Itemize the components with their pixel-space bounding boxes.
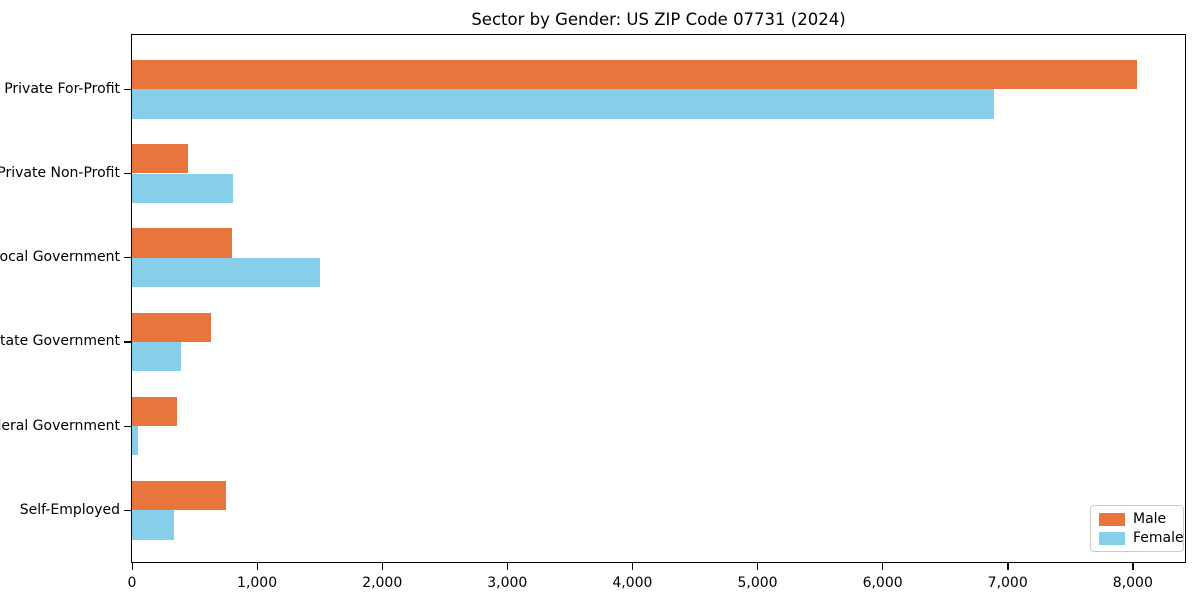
- x-tick-label-8000: 8,000: [1112, 575, 1153, 591]
- x-tick-3000: [506, 563, 509, 570]
- x-tick-label-7000: 7,000: [987, 575, 1028, 591]
- y-axis-label-state-government: State Government: [0, 333, 120, 350]
- y-tick-state-government: [124, 341, 131, 343]
- x-tick-label-6000: 6,000: [862, 575, 903, 591]
- legend-label-female: Female: [1133, 530, 1184, 546]
- bar-female-state-government: [132, 341, 181, 372]
- bar-male-self-employed: [132, 480, 226, 511]
- legend-label-male: Male: [1133, 511, 1167, 527]
- bar-female-local-government: [132, 257, 320, 288]
- legend: Male Female: [1090, 505, 1184, 552]
- x-tick-1000: [256, 563, 258, 570]
- bar-female-self-employed: [132, 510, 174, 540]
- y-tick-private-non-profit: [124, 173, 131, 175]
- x-tick-label-0: 0: [127, 575, 137, 591]
- x-tick-label-4000: 4,000: [612, 575, 653, 591]
- bar-female-private-for-profit: [132, 89, 994, 119]
- y-tick-private-for-profit: [124, 88, 131, 91]
- x-tick-6000: [882, 563, 884, 570]
- x-tick-0: [131, 563, 133, 570]
- x-tick-4000: [631, 563, 634, 570]
- y-axis-label-self-employed: Self-Employed: [19, 501, 120, 518]
- y-axis-label-private-non-profit: Private Non-Profit: [0, 165, 120, 181]
- x-tick-8000: [1132, 563, 1134, 570]
- y-tick-local-government: [124, 257, 131, 259]
- legend-swatch-female: [1099, 531, 1125, 545]
- bar-female-private-non-profit: [132, 173, 234, 203]
- y-axis-label-local-government: Local Government: [0, 249, 120, 266]
- x-tick-label-1000: 1,000: [237, 575, 278, 591]
- legend-swatch-male: [1099, 512, 1125, 526]
- x-tick-5000: [757, 563, 759, 570]
- x-tick-label-3000: 3,000: [487, 575, 528, 591]
- bar-male-federal-government: [132, 396, 178, 427]
- chart-title: Sector by Gender: US ZIP Code 07731 (202…: [471, 10, 846, 29]
- bar-female-federal-government: [132, 426, 138, 456]
- y-tick-federal-government: [124, 425, 131, 427]
- bar-male-state-government: [132, 312, 211, 342]
- y-tick-self-employed: [124, 509, 131, 512]
- x-tick-label-5000: 5,000: [737, 575, 778, 591]
- y-axis-label-private-for-profit: Private For-Profit: [4, 80, 120, 97]
- y-axis-label-federal-government: Federal Government: [0, 417, 120, 434]
- bar-male-private-non-profit: [132, 144, 188, 174]
- x-tick-2000: [381, 563, 383, 570]
- plot-area: Private For-Profit Private Non-Profit Loca…: [0, 34, 1186, 591]
- bar-male-local-government: [132, 228, 233, 258]
- bar-male-private-for-profit: [132, 59, 1137, 90]
- legend-item-female: Female: [1099, 531, 1184, 545]
- x-tick-label-2000: 2,000: [362, 575, 403, 591]
- x-tick-7000: [1007, 563, 1009, 570]
- legend-item-male: Male: [1099, 512, 1175, 526]
